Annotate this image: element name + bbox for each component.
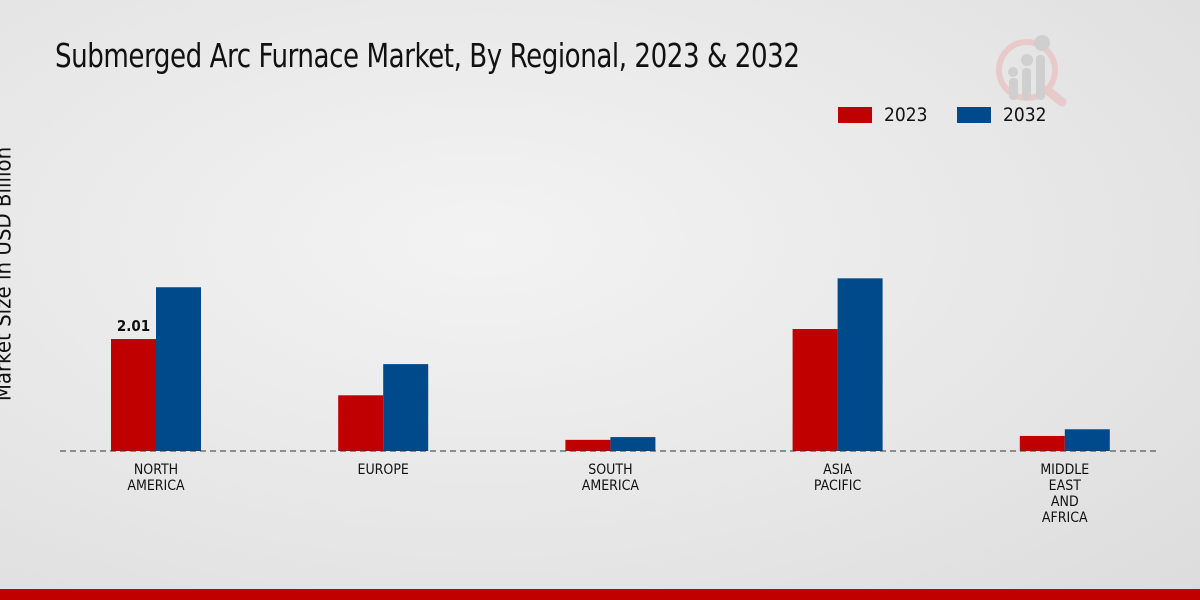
bar-2023-2 [565,439,611,451]
legend-item-2032: 2032 [957,104,1047,126]
bar-2032-2 [610,437,656,451]
legend-swatch-2023 [838,107,872,123]
bar-2032-0 [156,287,201,451]
x-tick-label: EAST [1049,478,1082,494]
bar-2032-3 [837,278,883,451]
bar-2032-4 [1064,429,1110,451]
bar-2032-1 [383,364,429,451]
bottom-accent-bar [0,589,1200,600]
x-tick-label: AMERICA [127,478,185,494]
x-tick-label: MIDDLE [1040,462,1089,478]
legend-label-2032: 2032 [1003,104,1047,126]
x-tick-label: AFRICA [1042,510,1088,526]
bar-2023-0 [111,339,156,451]
bar-2023-3 [792,329,838,451]
x-tick-label: NORTH [134,462,178,478]
legend-swatch-2032 [957,107,991,123]
x-tick-label: EUROPE [357,462,408,478]
legend-label-2023: 2023 [884,104,928,126]
chart-title: Submerged Arc Furnace Market, By Regiona… [55,36,800,75]
bar-2023-1 [338,395,384,451]
x-tick-label: AMERICA [582,478,640,494]
x-tick-label: AND [1051,494,1079,510]
x-tick-label: SOUTH [588,462,632,478]
x-tick-label: PACIFIC [814,478,862,494]
x-tick-label: ASIA [823,462,852,478]
bar-2023-4 [1019,435,1065,451]
legend-item-2023: 2023 [838,104,928,126]
data-label: 2.01 [117,317,150,335]
